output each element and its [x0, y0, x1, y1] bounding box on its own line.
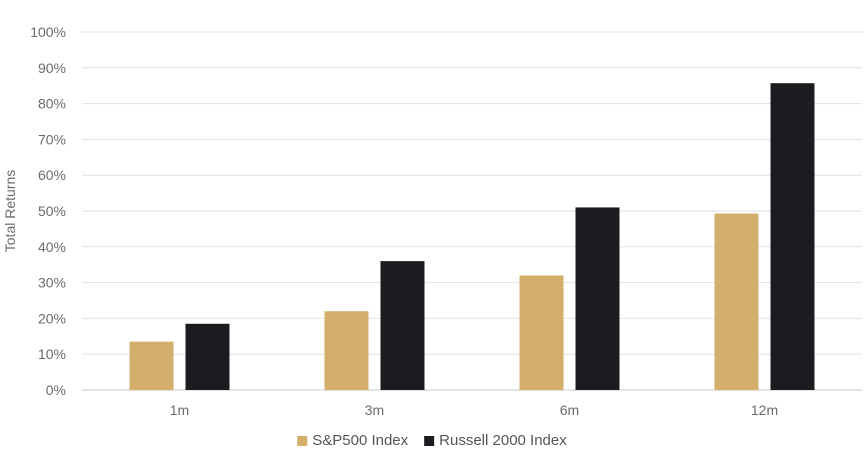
x-tick-label: 1m — [170, 402, 189, 418]
bar-russell-2000-index-1m — [185, 323, 230, 390]
y-tick-label: 0% — [46, 382, 66, 398]
x-tick-label: 12m — [751, 402, 778, 418]
bar-s-p500-index-6m — [519, 275, 564, 390]
y-tick-label: 20% — [38, 310, 66, 326]
bar-russell-2000-index-6m — [575, 207, 620, 390]
x-tick-label: 6m — [560, 402, 579, 418]
legend-label: S&P500 Index — [312, 432, 408, 449]
y-tick-label: 100% — [30, 24, 66, 40]
legend-label: Russell 2000 Index — [439, 432, 567, 449]
bars — [129, 83, 815, 390]
x-axis-ticks: 1m 3m 6m 12m — [170, 402, 778, 418]
y-tick-label: 70% — [38, 131, 66, 147]
y-tick-label: 10% — [38, 346, 66, 362]
bar-russell-2000-index-12m — [770, 83, 815, 390]
y-tick-label: 50% — [38, 203, 66, 219]
y-tick-label: 80% — [38, 96, 66, 112]
bar-s-p500-index-12m — [714, 213, 759, 390]
bar-s-p500-index-1m — [129, 341, 174, 390]
y-tick-label: 30% — [38, 275, 66, 291]
legend: S&P500 Index Russell 2000 Index — [297, 432, 567, 449]
y-tick-label: 60% — [38, 167, 66, 183]
legend-swatch — [297, 436, 308, 446]
y-tick-label: 90% — [38, 60, 66, 76]
y-axis-ticks: 0% 10% 20% 30% 40% 50% 60% 70% 80% 90% 100% — [30, 24, 66, 398]
legend-swatch — [424, 436, 435, 446]
bar-russell-2000-index-3m — [380, 261, 425, 390]
y-axis-title: Total Returns — [2, 170, 18, 252]
y-tick-label: 40% — [38, 239, 66, 255]
bar-s-p500-index-3m — [324, 311, 369, 390]
x-tick-label: 3m — [365, 402, 384, 418]
